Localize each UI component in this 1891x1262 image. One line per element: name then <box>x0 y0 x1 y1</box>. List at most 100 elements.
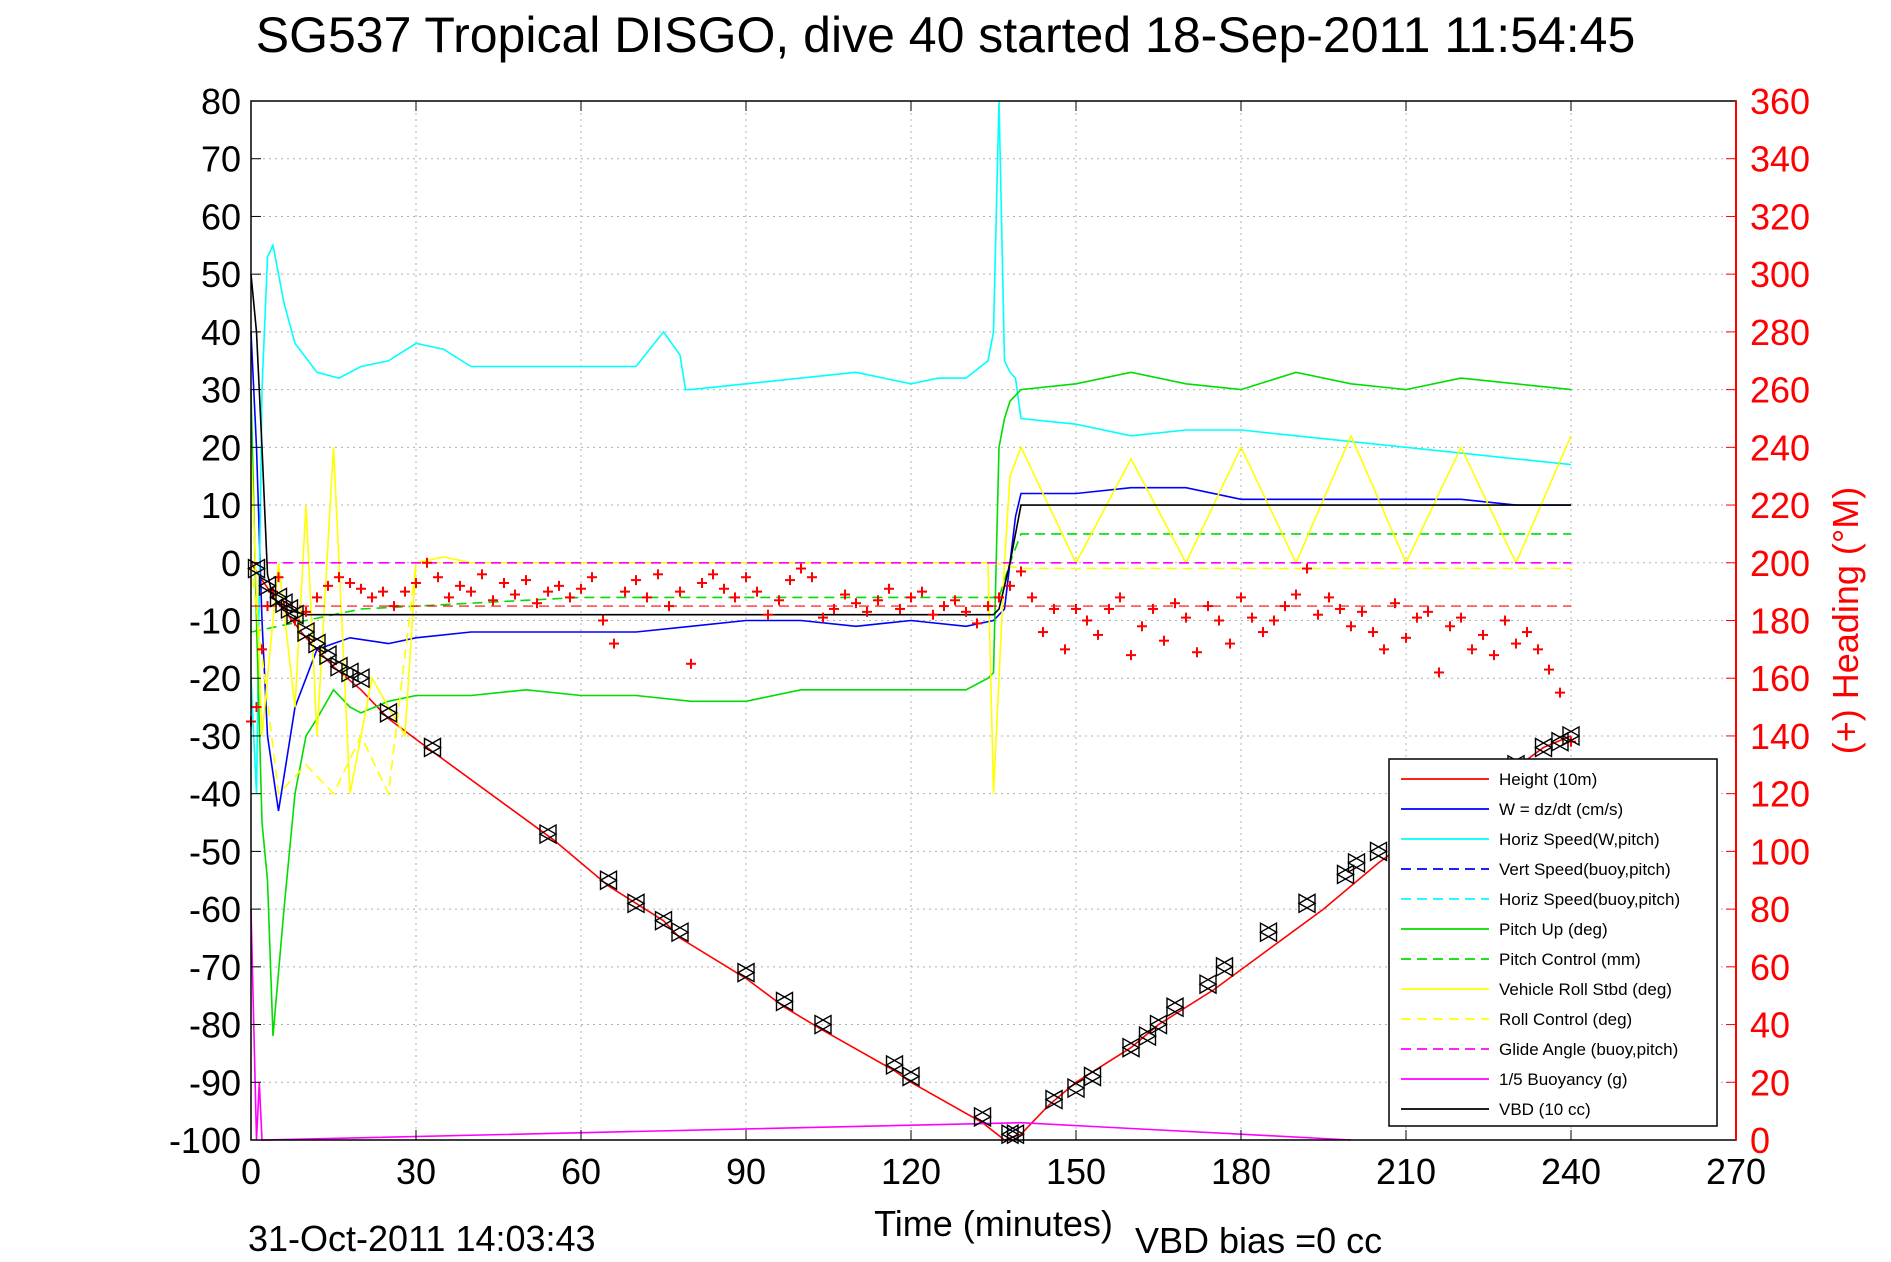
height-marker <box>1297 893 1317 914</box>
height-marker <box>351 668 371 689</box>
heading-point <box>1060 644 1070 655</box>
y-tick-label: 50 <box>201 254 241 295</box>
heading-layer <box>246 557 1576 747</box>
heading-point <box>1445 621 1455 632</box>
legend-label: Pitch Control (mm) <box>1499 950 1641 969</box>
heading-point <box>1137 621 1147 632</box>
x-tick-label: 150 <box>1046 1151 1106 1192</box>
heading-point <box>1357 606 1367 617</box>
heading-point <box>1269 615 1279 626</box>
height-marker <box>307 633 327 654</box>
heading-point <box>587 572 597 583</box>
series-line-10 <box>250 909 1352 1141</box>
heading-point <box>741 572 751 583</box>
x-tick-label: 240 <box>1541 1151 1601 1192</box>
heading-point <box>488 595 498 606</box>
y-tick-label: 10 <box>201 485 241 526</box>
heading-point <box>1533 644 1543 655</box>
height-marker <box>973 1106 992 1128</box>
heading-point <box>1346 621 1356 632</box>
heading-point <box>312 592 322 603</box>
height-marker <box>670 922 690 943</box>
heading-point <box>884 583 894 594</box>
y2-tick-label: 140 <box>1750 716 1810 757</box>
height-marker <box>258 575 277 597</box>
heading-point <box>1247 612 1257 623</box>
heading-point <box>972 618 982 629</box>
heading-point <box>752 586 762 597</box>
heading-point <box>785 575 795 586</box>
x-tick-label: 180 <box>1211 1151 1271 1192</box>
heading-point <box>917 586 927 597</box>
y-tick-label: -30 <box>189 716 241 757</box>
heading-point <box>1159 635 1169 646</box>
height-marker <box>1066 1077 1086 1099</box>
heading-point <box>851 598 861 609</box>
height-marker <box>318 644 338 666</box>
height-marker <box>1259 922 1278 943</box>
heading-point <box>345 577 355 588</box>
height-marker <box>296 621 316 643</box>
legend-label: Roll Control (deg) <box>1499 1010 1632 1029</box>
height-marker <box>1561 725 1581 747</box>
height-marker <box>1215 956 1234 978</box>
heading-point <box>510 589 520 600</box>
y-tick-label: 40 <box>201 312 241 353</box>
height-marker <box>285 604 305 625</box>
height-marker <box>423 737 442 758</box>
heading-point <box>1544 664 1554 675</box>
legend-box <box>1388 758 1718 1127</box>
y-tick-label: 80 <box>201 81 241 122</box>
height-marker <box>626 893 646 914</box>
heading-point <box>675 586 685 597</box>
heading-point <box>455 580 465 591</box>
heading-point <box>1214 615 1224 626</box>
heading-point <box>697 577 707 588</box>
y2-tick-label: 60 <box>1750 947 1790 988</box>
series-line-2 <box>250 100 1572 794</box>
y2-tick-label: 280 <box>1750 312 1810 353</box>
heading-point <box>873 595 883 606</box>
legend-label: Horiz Speed(buoy,pitch) <box>1499 890 1680 909</box>
heading-point <box>1412 612 1422 623</box>
heading-point <box>994 592 1004 603</box>
heading-point <box>576 583 586 594</box>
heading-point <box>543 586 553 597</box>
heading-point <box>796 563 806 574</box>
y2-tick-label: 260 <box>1750 370 1810 411</box>
heading-point <box>499 577 509 588</box>
footer-date: 31-Oct-2011 14:03:43 <box>248 1218 596 1259</box>
y-tick-label: -10 <box>189 601 241 642</box>
series-line-1 <box>250 331 1571 812</box>
x-axis-label: Time (minutes) <box>874 1203 1113 1244</box>
heading-point <box>1456 612 1466 623</box>
y2-tick-label: 80 <box>1750 889 1790 930</box>
heading-point <box>1500 615 1510 626</box>
x-tick-label: 30 <box>396 1151 436 1192</box>
y2-tick-label: 120 <box>1750 774 1810 815</box>
heading-point <box>1555 687 1565 698</box>
height-marker <box>885 1054 904 1076</box>
heading-point <box>433 572 443 583</box>
height-marker <box>247 558 266 579</box>
height-marker <box>1138 1025 1157 1047</box>
heading-point <box>928 609 938 620</box>
y-tick-label: 60 <box>201 196 241 237</box>
y-tick-label: -80 <box>189 1005 241 1046</box>
heading-point <box>400 586 410 597</box>
y-tick-label: -50 <box>189 831 241 872</box>
y-tick-label: -60 <box>189 889 241 930</box>
y2-tick-label: 200 <box>1750 543 1810 584</box>
heading-point <box>1027 592 1037 603</box>
height-marker <box>599 870 618 891</box>
heading-point <box>251 702 262 713</box>
chart-title: SG537 Tropical DISGO, dive 40 started 18… <box>255 7 1636 63</box>
heading-point <box>1522 627 1532 638</box>
heading-point <box>444 592 454 603</box>
heading-point <box>1401 632 1411 643</box>
heading-point <box>334 572 344 583</box>
heading-point <box>1181 612 1191 623</box>
height-marker <box>654 910 673 931</box>
heading-point <box>521 575 531 586</box>
y-tick-label: -40 <box>189 774 241 815</box>
